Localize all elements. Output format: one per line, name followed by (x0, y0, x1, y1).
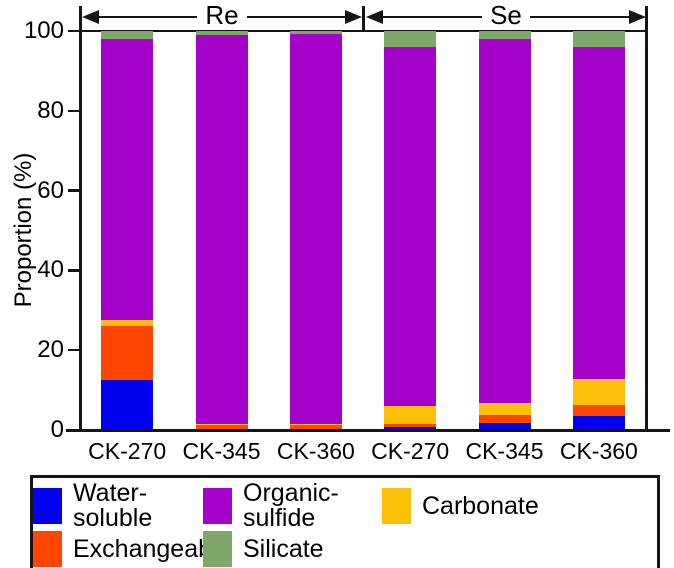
y-tick-label: 100 (23, 17, 64, 44)
y-tick-mark (68, 109, 80, 113)
segment-carbonate (384, 406, 437, 425)
segment-water-soluble (478, 423, 531, 430)
y-axis-line (79, 6, 82, 431)
arrow-right-icon (629, 10, 646, 24)
arrow-right-icon (345, 10, 362, 24)
segment-carbonate (289, 424, 342, 426)
segment-carbonate (478, 403, 531, 415)
segment-exchangeable (572, 404, 625, 416)
bar-re-ck-345 (195, 31, 248, 430)
x-axis-label: CK-345 (465, 438, 544, 464)
bar-re-ck-270 (101, 31, 154, 430)
x-axis-label: CK-360 (276, 438, 355, 464)
legend-label: Carbonate (422, 491, 539, 520)
legend-label: Water-soluble (73, 479, 153, 532)
segment-carbonate (572, 378, 625, 405)
segment-carbonate (101, 320, 154, 327)
legend-item-organic-sulfide: Organic-sulfide (203, 481, 382, 531)
exchangeable-swatch-icon (33, 531, 62, 567)
y-tick-label: 20 (37, 336, 64, 364)
y-tick-label: 60 (37, 176, 64, 204)
segment-silicate (289, 31, 342, 35)
x-axis-label: CK-360 (559, 438, 638, 464)
arrow-left-icon (82, 10, 99, 24)
arrow-left-icon (366, 10, 383, 24)
segment-organic-sulfide (289, 34, 342, 425)
segment-water-soluble (195, 429, 248, 430)
group-arrow-se: Se (366, 0, 646, 30)
x-axis-line (66, 429, 670, 432)
bar-se-ck-345 (478, 31, 531, 430)
y-tick-label: 40 (37, 256, 64, 284)
segment-carbonate (195, 424, 248, 426)
segment-silicate (101, 31, 154, 39)
segment-water-soluble (384, 426, 437, 430)
segment-exchangeable (478, 414, 531, 424)
y-tick-mark (68, 348, 80, 352)
legend-item-water-soluble: Water-soluble (33, 481, 203, 531)
x-axis-label: CK-345 (182, 438, 261, 464)
bar-se-ck-360 (572, 31, 625, 430)
segment-organic-sulfide (478, 39, 531, 404)
y-axis-title: Proportion (%) (10, 152, 37, 308)
segment-organic-sulfide (195, 35, 248, 425)
segment-exchangeable (195, 425, 248, 430)
segment-organic-sulfide (101, 39, 154, 321)
top-axis-line (79, 29, 647, 32)
right-axis-line (645, 6, 648, 431)
legend-item-silicate: Silicate (203, 531, 382, 567)
organic-sulfide-swatch-icon (203, 488, 232, 524)
segment-water-soluble (289, 429, 342, 430)
segment-silicate (384, 31, 437, 47)
segment-water-soluble (101, 380, 154, 430)
legend-label: Organic-sulfide (243, 479, 339, 532)
y-tick-mark (68, 269, 80, 272)
y-tick-mark (68, 428, 80, 432)
y-tick-label: 0 (50, 416, 64, 443)
y-tick-mark (68, 29, 80, 33)
y-tick-mark (68, 189, 80, 192)
segment-water-soluble (572, 415, 625, 430)
y-tick-label: 80 (37, 96, 64, 124)
water-soluble-swatch-icon (33, 488, 62, 524)
legend-item-carbonate: Carbonate (382, 481, 657, 531)
legend-item-exchangeable: Exchangeable (33, 531, 231, 567)
segment-exchangeable (289, 425, 342, 430)
segment-silicate (572, 31, 625, 47)
carbonate-swatch-icon (382, 488, 411, 524)
group-arrow-re: Re (82, 0, 362, 30)
x-axis-label: CK-270 (88, 438, 167, 464)
group-label-re: Re (205, 0, 239, 30)
silicate-swatch-icon (203, 531, 232, 567)
legend: Water-soluble Exchangeable Organic-sulfi… (30, 475, 660, 568)
bar-se-ck-270 (384, 31, 437, 430)
segment-organic-sulfide (572, 46, 625, 379)
legend-label: Silicate (243, 534, 324, 563)
segment-silicate (195, 31, 248, 36)
segment-exchangeable (384, 424, 437, 427)
segment-organic-sulfide (384, 46, 437, 407)
segment-exchangeable (101, 326, 154, 381)
group-label-se: Se (490, 0, 522, 30)
segment-silicate (478, 31, 531, 39)
x-axis-label: CK-270 (371, 438, 450, 464)
group-divider-line (362, 6, 365, 32)
bar-re-ck-360 (289, 31, 342, 430)
